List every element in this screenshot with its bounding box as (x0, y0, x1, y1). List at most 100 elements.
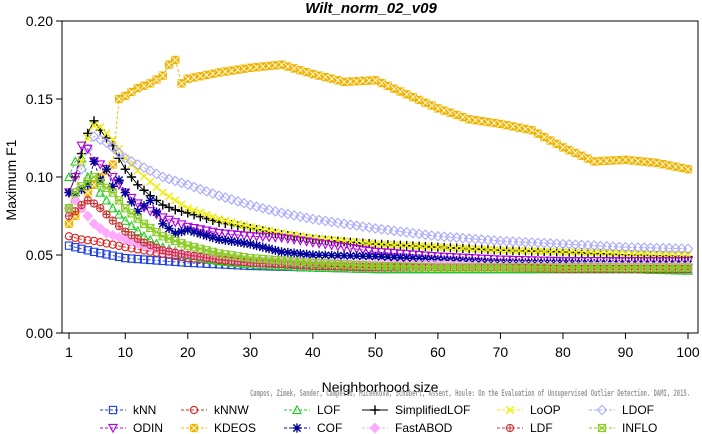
data-point-FastABOD (82, 210, 94, 222)
data-point-LDOF (319, 215, 331, 227)
data-point-LDOF (326, 216, 337, 228)
data-point-LoOP (571, 248, 580, 257)
y-tick-label: 0.05 (26, 247, 53, 263)
data-point-ODIN (420, 251, 431, 261)
data-point-COF (327, 250, 337, 261)
legend-label: LoOP (530, 403, 561, 417)
data-point-ODIN (95, 160, 106, 170)
data-point-LDOF (169, 175, 181, 187)
data-point-ODIN (414, 251, 425, 261)
data-point-LoOP (252, 224, 261, 233)
x-tick-label: 50 (368, 344, 384, 360)
data-point-LOF (120, 215, 131, 225)
data-point-COF (352, 251, 362, 261)
data-point-COF (370, 251, 380, 262)
data-point-LoOP (590, 248, 599, 257)
series-LoOP (64, 121, 693, 260)
legend-item-FastABOD: FastABOD (362, 421, 453, 434)
legend-marker-KDEOS (189, 423, 199, 433)
data-point-LDOF (238, 197, 250, 209)
data-point-ODIN (395, 249, 406, 260)
data-point-COF (126, 197, 137, 207)
data-point-LoOP (452, 244, 461, 253)
data-point-LoOP (177, 200, 186, 209)
data-point-kNN (64, 241, 74, 250)
data-point-LoOP (602, 248, 611, 258)
data-point-LoOP (471, 244, 480, 254)
data-point-LoOP (652, 250, 661, 259)
data-point-LDOF (307, 213, 319, 225)
data-point-kNN (133, 254, 142, 264)
legend-label: INFLO (622, 421, 657, 434)
data-point-ODIN (289, 235, 300, 245)
data-point-COF (189, 227, 199, 237)
data-point-LDOF (313, 214, 325, 226)
data-point-COF (208, 232, 218, 243)
data-point-SimplifiedLOF (120, 164, 130, 174)
legend-label: COF (317, 421, 342, 434)
x-tick-label: 100 (676, 344, 700, 360)
data-point-ODIN (201, 226, 212, 236)
data-point-LoOP (502, 246, 511, 255)
data-point-COF (276, 247, 287, 257)
data-point-COF (176, 227, 187, 237)
legend-label: kNN (133, 403, 156, 417)
series-LDOF (63, 131, 694, 255)
data-point-COF (226, 236, 237, 246)
data-point-ODIN (189, 224, 200, 234)
x-tick-label: 40 (305, 344, 321, 360)
data-point-LDOF (363, 222, 375, 233)
data-point-LoOP (127, 160, 136, 169)
data-point-COF (89, 156, 99, 166)
data-point-LDOF (251, 201, 262, 213)
data-point-ODIN (164, 215, 175, 226)
legend-label: LDOF (622, 403, 654, 417)
data-point-INFLO (64, 204, 74, 213)
data-point-COF (251, 241, 262, 251)
data-point-LDOF (163, 173, 175, 185)
data-point-LDOF (132, 159, 144, 170)
data-point-LoOP (633, 249, 643, 258)
data-point-ODIN (107, 172, 118, 183)
data-point-LoOP (671, 250, 680, 259)
data-point-LOF (364, 263, 375, 274)
legend-label: ODIN (133, 421, 163, 434)
data-point-kNN (96, 248, 105, 258)
data-point-LDOF (88, 131, 100, 142)
legend-item-LoOP: LoOP (497, 403, 561, 417)
data-point-kNN (121, 253, 130, 263)
data-point-LoOP (421, 242, 430, 251)
legend-label: LDF (530, 421, 553, 434)
data-point-COF (377, 252, 387, 262)
data-point-kNN (89, 247, 99, 257)
legend-label: LOF (317, 403, 340, 417)
data-point-ODIN (332, 242, 343, 252)
data-point-LDOF (219, 192, 231, 203)
data-point-ODIN (270, 233, 281, 243)
data-point-KDEOS (64, 219, 74, 228)
data-point-LoOP (458, 244, 468, 253)
data-point-LoOP (390, 240, 399, 250)
x-tick-label: 80 (555, 344, 571, 360)
data-point-kNNW (96, 238, 105, 247)
data-point-LDOF (194, 183, 206, 195)
data-point-COF (289, 248, 299, 258)
x-tick-label: 90 (618, 344, 634, 360)
data-point-LoOP (221, 216, 230, 225)
data-point-kNNW (83, 236, 92, 245)
data-point-LoOP (546, 247, 555, 256)
data-point-ODIN (251, 232, 262, 242)
data-point-SimplifiedLOF (158, 200, 168, 210)
data-point-ODIN (257, 232, 268, 243)
series-COF (64, 156, 693, 269)
data-point-kNN (77, 244, 86, 253)
data-point-LDF (189, 251, 199, 261)
data-point-ODIN (207, 227, 218, 238)
data-point-INFLO (108, 188, 117, 197)
data-point-COF (345, 251, 355, 261)
data-point-ODIN (195, 225, 206, 235)
data-point-LoOP (527, 247, 536, 256)
data-point-INFLO (114, 196, 124, 205)
data-point-LDOF (263, 204, 275, 216)
